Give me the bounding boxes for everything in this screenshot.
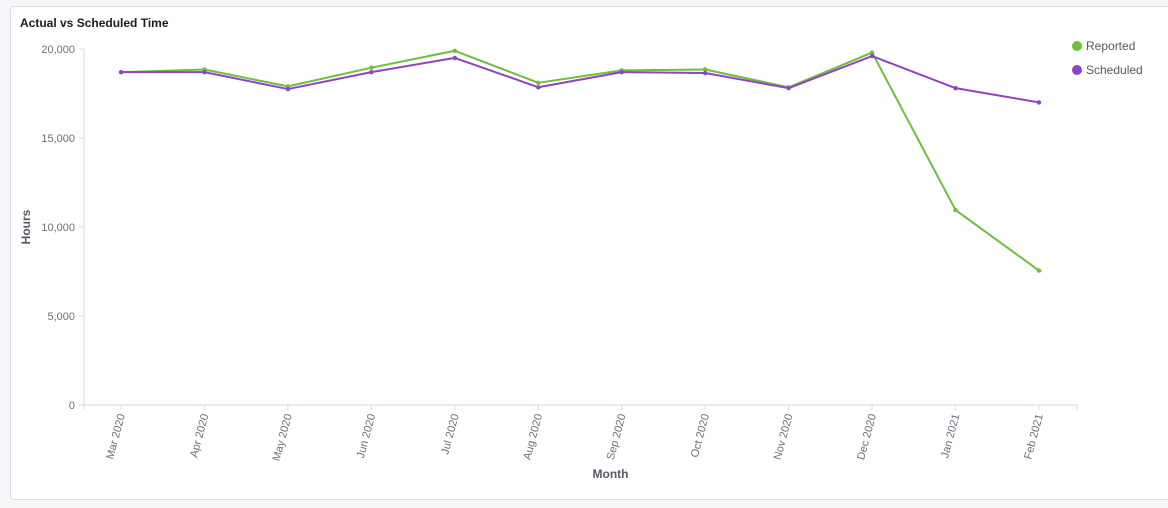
x-tick-label: Sep 2020 [605, 413, 629, 462]
data-point-scheduled[interactable] [786, 85, 791, 91]
data-point-scheduled[interactable] [369, 69, 374, 75]
x-tick-label: Nov 2020 [772, 413, 796, 462]
data-point-reported[interactable] [869, 50, 875, 55]
series-layer [118, 48, 1042, 273]
data-point-scheduled[interactable] [619, 69, 624, 75]
data-point-scheduled[interactable] [452, 55, 458, 61]
y-tick-label: 20,000 [41, 44, 75, 56]
y-axis: 0 5,000 10,000 15,000 20,000 [41, 44, 85, 412]
data-point-scheduled[interactable] [536, 85, 541, 90]
series-line-scheduled [121, 55, 1040, 104]
y-tick-label: 5,000 [47, 311, 75, 323]
chart-panel: Actual vs Scheduled Time [10, 6, 1168, 500]
x-tick-label: Mar 2020 [104, 413, 128, 461]
legend: Reported Scheduled [1072, 38, 1143, 86]
x-axis: Mar 2020 Apr 2020 May 2020 Jun 2020 Jul 2020… [83, 404, 1078, 463]
data-point-scheduled[interactable] [202, 69, 207, 75]
data-point-reported[interactable] [369, 65, 374, 70]
legend-item-reported[interactable]: Reported [1072, 38, 1143, 54]
data-point-scheduled[interactable] [953, 85, 958, 91]
x-tick-label: Feb 2021 [1022, 413, 1046, 461]
data-point-reported[interactable] [536, 80, 541, 86]
y-tick-label: 15,000 [41, 133, 75, 145]
data-point-reported[interactable] [452, 48, 458, 53]
data-point-scheduled[interactable] [118, 69, 124, 75]
data-point-reported[interactable] [1036, 268, 1042, 273]
x-axis-title: Month [593, 467, 629, 481]
legend-label-reported: Reported [1086, 39, 1136, 53]
x-tick-label: May 2020 [271, 413, 295, 463]
data-point-reported[interactable] [953, 207, 958, 213]
legend-item-scheduled[interactable]: Scheduled [1072, 62, 1143, 78]
chart-title: Actual vs Scheduled Time [20, 16, 169, 30]
x-tick-label: Jun 2020 [355, 413, 378, 460]
x-tick-label: Dec 2020 [855, 413, 879, 462]
legend-swatch-reported [1072, 41, 1082, 51]
data-point-scheduled[interactable] [285, 86, 291, 92]
legend-swatch-scheduled [1072, 65, 1082, 75]
x-tick-label: Aug 2020 [521, 413, 545, 462]
data-point-scheduled[interactable] [869, 53, 875, 59]
x-tick-label: Jan 2021 [939, 413, 962, 460]
data-point-scheduled[interactable] [702, 70, 708, 76]
legend-label-scheduled: Scheduled [1086, 63, 1143, 77]
x-tick-label: Oct 2020 [689, 413, 712, 459]
series-line-reported [120, 49, 1040, 272]
y-tick-label: 10,000 [41, 222, 75, 234]
data-point-reported[interactable] [702, 67, 708, 72]
y-tick-label: 0 [69, 400, 75, 412]
y-axis-title: Hours [19, 209, 33, 244]
x-tick-label: Apr 2020 [188, 413, 211, 459]
data-point-scheduled[interactable] [1036, 100, 1042, 105]
x-tick-label: Jul 2020 [439, 413, 461, 456]
